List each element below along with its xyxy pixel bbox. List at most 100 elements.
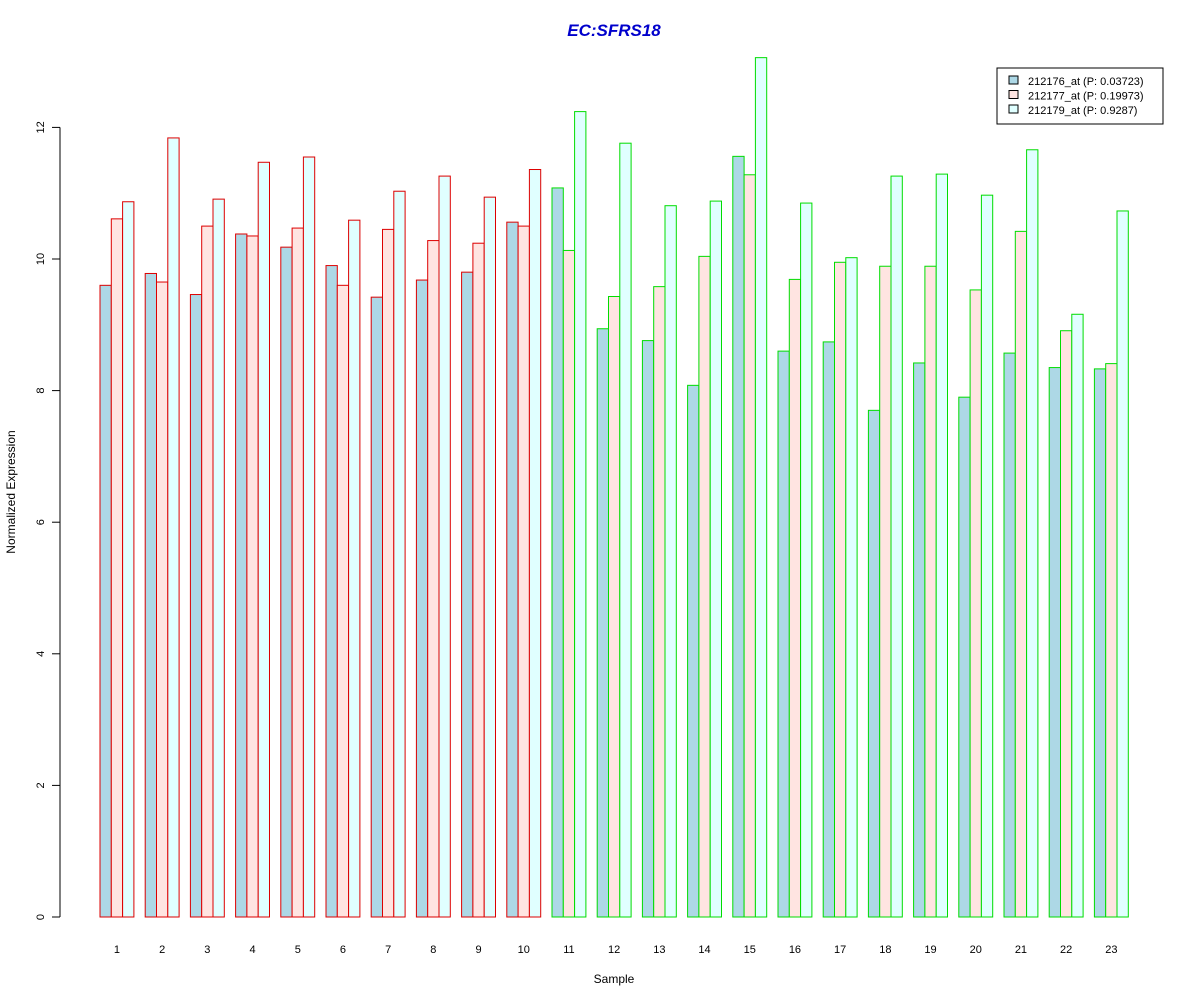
bar-sample-3-series-1 bbox=[189, 294, 203, 918]
bar-sample-5-series-2 bbox=[291, 227, 304, 918]
x-tick-label: 8 bbox=[430, 944, 436, 956]
x-tick-label: 17 bbox=[834, 944, 846, 956]
bar-sample-2-series-1 bbox=[144, 272, 157, 918]
bar-sample-1-series-1 bbox=[99, 284, 112, 918]
legend-swatch bbox=[1008, 75, 1019, 85]
y-tick-label: 4 bbox=[35, 651, 47, 657]
y-tick-label: 6 bbox=[35, 519, 47, 525]
x-tick-label: 18 bbox=[879, 944, 891, 956]
x-tick-label: 19 bbox=[924, 944, 936, 956]
bar-sample-11-series-2 bbox=[562, 249, 576, 918]
legend-swatch bbox=[1008, 90, 1019, 99]
x-tick-label: 6 bbox=[340, 944, 346, 956]
y-tick-label: 12 bbox=[35, 121, 47, 133]
bar-sample-4-series-3 bbox=[257, 161, 271, 918]
bar-sample-19-series-3 bbox=[935, 173, 949, 918]
x-tick-label: 1 bbox=[114, 944, 120, 956]
bar-sample-10-series-2 bbox=[517, 225, 530, 918]
bar-sample-6-series-1 bbox=[325, 265, 338, 918]
bar-sample-6-series-2 bbox=[336, 284, 350, 918]
bar-sample-12-series-1 bbox=[596, 328, 610, 918]
bar-sample-20-series-2 bbox=[969, 289, 982, 918]
bar-sample-17-series-1 bbox=[822, 341, 836, 918]
bar-sample-2-series-2 bbox=[156, 281, 169, 918]
bar-sample-15-series-3 bbox=[754, 57, 768, 918]
x-tick-label: 11 bbox=[563, 944, 574, 956]
bar-sample-19-series-2 bbox=[924, 265, 937, 918]
bar-sample-3-series-3 bbox=[212, 198, 225, 918]
bar-sample-21-series-3 bbox=[1026, 149, 1039, 918]
bar-sample-23-series-2 bbox=[1105, 363, 1118, 918]
x-axis-label: Sample bbox=[594, 972, 635, 986]
legend-entry-label: 212179_at (P: 0.9287) bbox=[1028, 105, 1137, 117]
x-tick-label: 15 bbox=[744, 944, 756, 956]
bar-sample-2-series-3 bbox=[167, 137, 180, 918]
x-tick-label: 4 bbox=[249, 944, 255, 956]
y-axis-label: Normalized Expression bbox=[4, 430, 18, 553]
bar-sample-5-series-1 bbox=[280, 246, 293, 918]
bar-sample-15-series-1 bbox=[732, 155, 745, 918]
bar-sample-1-series-3 bbox=[122, 201, 135, 918]
y-tick-label: 2 bbox=[35, 782, 47, 788]
bar-sample-21-series-1 bbox=[1003, 352, 1016, 918]
bar-sample-20-series-3 bbox=[980, 194, 994, 918]
bar-sample-9-series-1 bbox=[461, 271, 474, 918]
bar-sample-20-series-1 bbox=[958, 396, 971, 918]
legend-entry-label: 212176_at (P: 0.03723) bbox=[1028, 76, 1144, 88]
y-tick-label: 8 bbox=[35, 388, 47, 394]
bar-sample-14-series-1 bbox=[687, 384, 700, 918]
x-tick-label: 5 bbox=[295, 944, 301, 956]
bar-sample-6-series-3 bbox=[348, 219, 361, 918]
x-tick-label: 2 bbox=[159, 944, 165, 956]
bar-sample-3-series-2 bbox=[201, 225, 214, 918]
y-tick-label: 10 bbox=[35, 253, 47, 265]
legend-box bbox=[996, 67, 1164, 125]
bar-sample-14-series-2 bbox=[698, 255, 711, 918]
bar-sample-22-series-1 bbox=[1048, 367, 1061, 918]
bar-sample-19-series-1 bbox=[913, 362, 926, 918]
bar-sample-7-series-3 bbox=[393, 190, 406, 918]
bar-sample-9-series-3 bbox=[483, 196, 497, 918]
x-tick-label: 20 bbox=[970, 944, 982, 956]
bar-sample-11-series-1 bbox=[551, 187, 564, 918]
y-tick-label: 0 bbox=[35, 914, 47, 920]
bar-sample-14-series-3 bbox=[709, 200, 723, 918]
x-tick-label: 13 bbox=[653, 944, 665, 956]
bar-sample-23-series-1 bbox=[1093, 368, 1107, 918]
x-tick-label: 16 bbox=[789, 944, 801, 956]
bars-group bbox=[99, 57, 1129, 918]
bar-sample-12-series-2 bbox=[608, 296, 621, 918]
bar-sample-13-series-1 bbox=[641, 340, 655, 918]
bar-sample-16-series-3 bbox=[800, 202, 813, 918]
bar-sample-18-series-3 bbox=[890, 175, 903, 918]
bar-sample-16-series-1 bbox=[777, 350, 790, 918]
bar-sample-16-series-2 bbox=[788, 278, 802, 918]
bar-sample-13-series-3 bbox=[664, 205, 677, 918]
bar-sample-11-series-3 bbox=[574, 111, 587, 918]
bar-sample-10-series-1 bbox=[506, 221, 519, 918]
x-tick-label: 22 bbox=[1060, 944, 1072, 956]
bar-sample-10-series-3 bbox=[528, 169, 542, 918]
bar-sample-15-series-2 bbox=[743, 174, 756, 918]
x-tick-label: 10 bbox=[518, 944, 530, 956]
bar-sample-17-series-3 bbox=[845, 257, 858, 918]
bar-sample-13-series-2 bbox=[653, 286, 666, 918]
bar-sample-8-series-2 bbox=[427, 240, 440, 918]
y-axis: 0 2 4 6 8 10 12 bbox=[35, 121, 61, 920]
legend-swatch bbox=[1008, 104, 1019, 114]
bar-sample-9-series-2 bbox=[472, 242, 485, 918]
bar-sample-18-series-1 bbox=[867, 409, 881, 918]
x-tick-label: 21 bbox=[1015, 944, 1027, 956]
x-tick-label: 9 bbox=[475, 944, 481, 956]
bar-sample-22-series-2 bbox=[1060, 330, 1073, 918]
x-tick-label: 12 bbox=[608, 944, 620, 956]
bar-sample-4-series-2 bbox=[246, 235, 259, 918]
bar-sample-1-series-2 bbox=[110, 218, 124, 918]
chart-title: EC:SFRS18 bbox=[567, 21, 661, 40]
bar-sample-23-series-3 bbox=[1116, 210, 1129, 918]
bar-sample-8-series-3 bbox=[438, 175, 451, 918]
bar-sample-17-series-2 bbox=[834, 261, 847, 918]
x-tick-labels: 1 2 3 4 5 6 7 8 9 10 11 12 13 14 15 16 17 18 19 20 21 22 23 bbox=[114, 944, 1118, 956]
bar-sample-22-series-3 bbox=[1071, 313, 1084, 918]
